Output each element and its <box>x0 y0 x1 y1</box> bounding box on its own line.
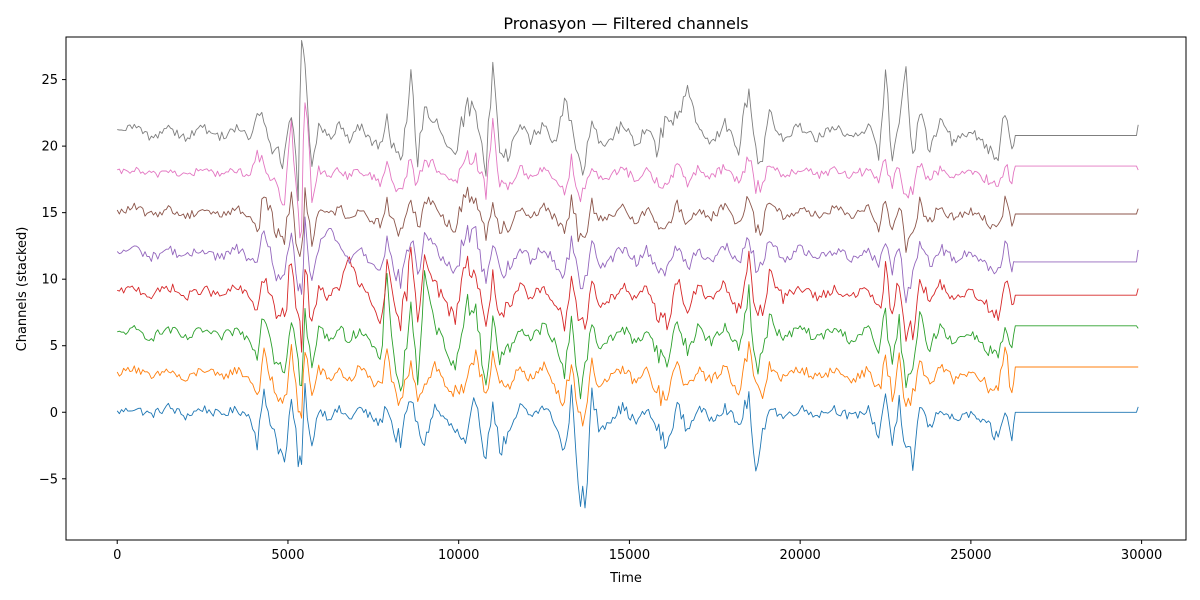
x-axis-label: Time <box>609 571 642 586</box>
chart-title: Pronasyon — Filtered channels <box>503 14 748 33</box>
x-tick-label: 30000 <box>1121 548 1162 563</box>
y-axis-ticks: −5 0 5 10 15 20 25 <box>39 73 66 487</box>
y-axis-label: Channels (stacked) <box>15 227 30 352</box>
y-tick-label: −5 <box>39 472 58 487</box>
x-tick-label: 10000 <box>438 548 479 563</box>
series-line-1 <box>116 382 1139 509</box>
series-line-6 <box>116 186 1139 258</box>
x-axis-ticks: 0 5000 10000 15000 20000 25000 30000 <box>113 540 1162 563</box>
series-line-4 <box>117 246 1139 353</box>
series-layer <box>116 39 1139 509</box>
y-tick-label: 25 <box>41 73 58 88</box>
series-line-3 <box>117 270 1139 400</box>
x-tick-label: 0 <box>113 548 121 563</box>
y-tick-label: 0 <box>50 406 58 421</box>
x-tick-label: 5000 <box>271 548 304 563</box>
x-tick-label: 15000 <box>609 548 650 563</box>
x-tick-label: 25000 <box>950 548 991 563</box>
y-tick-label: 10 <box>41 273 58 288</box>
series-line-8 <box>117 39 1139 202</box>
y-tick-label: 5 <box>50 339 58 354</box>
x-tick-label: 20000 <box>779 548 820 563</box>
series-line-7 <box>117 102 1139 239</box>
y-tick-label: 20 <box>41 140 58 155</box>
plot-frame <box>65 36 1187 541</box>
y-tick-label: 15 <box>41 206 58 221</box>
series-line-5 <box>116 216 1139 304</box>
series-line-2 <box>116 341 1139 427</box>
